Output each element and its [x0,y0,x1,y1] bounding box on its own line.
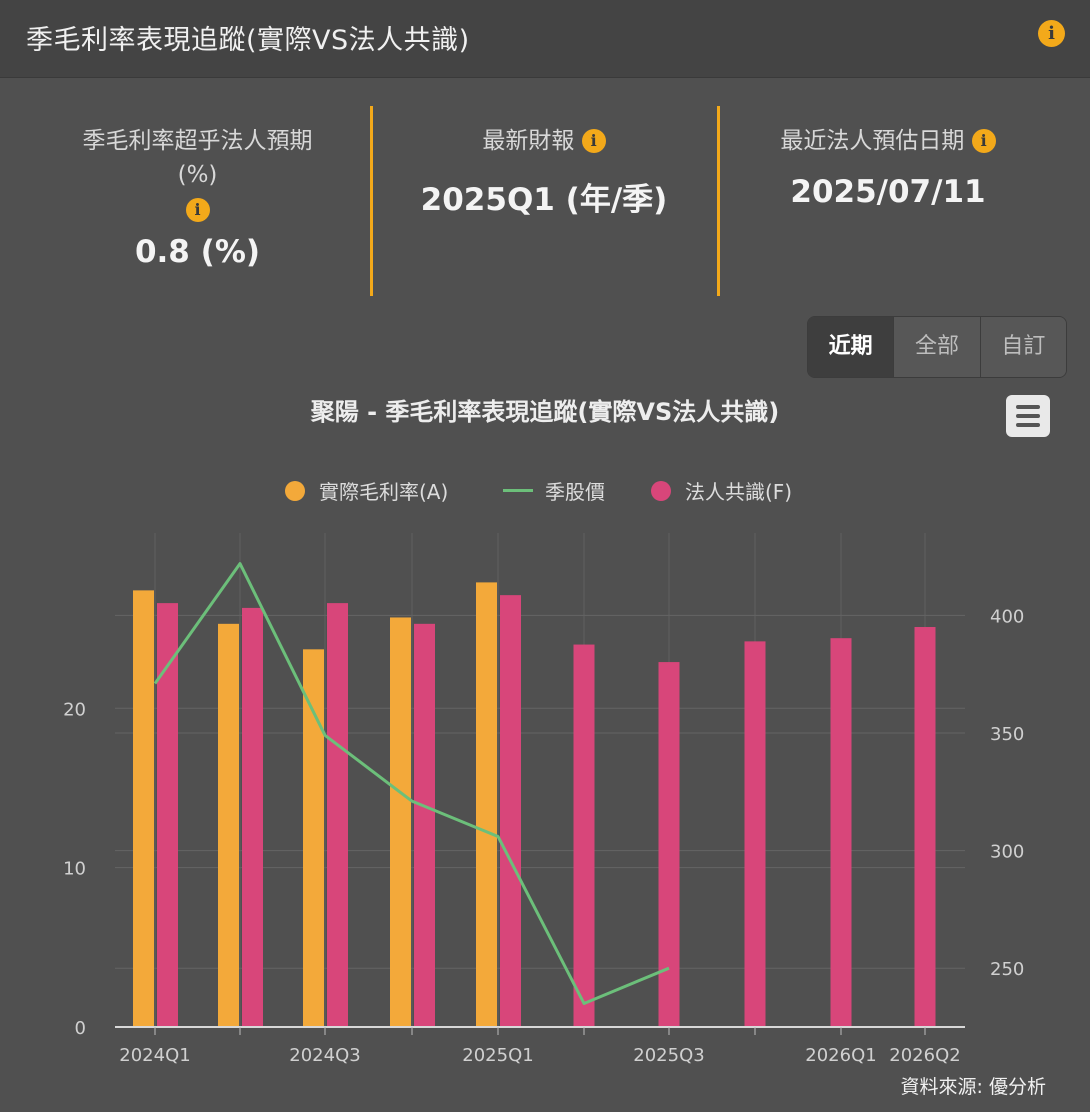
stat-value: 0.8 (%) [134,234,261,270]
bar-consensus [573,644,595,1027]
x-tick-label: 2026Q2 [889,1045,960,1066]
legend-line-icon [503,489,533,492]
legend-label: 實際毛利率(A) [319,480,449,504]
bar-consensus [744,641,766,1027]
info-icon[interactable]: i [185,198,210,222]
stat-unit: (%) [177,162,218,188]
legend-label: 法人共識(F) [685,480,793,504]
y-left-tick-label: 20 [63,699,86,720]
bar-actual [476,582,497,1027]
chart-menu-button[interactable] [1006,395,1050,437]
stat-latest-estimate-date: 最近法人預估日期 i 2025/07/11 [735,124,1041,210]
legend-item-actual[interactable]: 實際毛利率(A) [285,476,448,505]
y-right-tick-label: 300 [990,842,1024,863]
bar-consensus [327,603,348,1027]
stat-divider [717,106,720,296]
info-icon[interactable]: i [581,129,606,153]
range-custom-button[interactable]: 自訂 [980,317,1066,377]
y-right-tick-label: 400 [990,606,1024,627]
header-bar: 季毛利率表現追蹤(實際VS法人共識) i [0,0,1090,78]
stat-label: 季毛利率超乎法人預期 [82,128,313,154]
range-selector: 近期 全部 自訂 [807,316,1067,378]
stat-value: 2025Q1 (年/季) [420,182,668,218]
stat-label: 最近法人預估日期 [780,128,965,154]
stat-latest-report: 最新財報 i 2025Q1 (年/季) [385,124,703,219]
legend-dot-icon [651,480,671,501]
range-all-button[interactable]: 全部 [894,317,981,377]
info-icon[interactable]: i [971,129,996,153]
bar-actual [390,617,411,1027]
range-recent-button[interactable]: 近期 [808,317,895,377]
bar-consensus [414,623,435,1027]
x-tick-label: 2025Q3 [633,1045,704,1066]
bar-actual [218,623,239,1027]
y-right-tick-label: 250 [990,959,1024,980]
y-right-tick-label: 350 [990,724,1024,745]
legend-dot-icon [285,480,305,501]
stat-value: 2025/07/11 [790,174,986,210]
bar-consensus [830,638,852,1027]
x-tick-label: 2025Q1 [462,1045,533,1066]
x-tick-label: 2026Q1 [805,1045,876,1066]
bar-consensus [500,595,521,1027]
price-line [153,562,670,1005]
bar-consensus [914,627,936,1027]
bar-consensus [658,662,680,1027]
stat-gross-margin-surprise: 季毛利率超乎法人預期 (%) i 0.8 (%) [50,124,345,270]
stat-label: 最新財報 [482,128,575,154]
page-title: 季毛利率表現追蹤(實際VS法人共識) [26,25,470,56]
legend-label: 季股價 [545,480,605,504]
data-source: 資料來源: 優分析 [900,1076,1046,1098]
bar-consensus [242,607,263,1027]
legend-item-price[interactable]: 季股價 [503,476,605,505]
info-icon[interactable]: i [1038,20,1065,47]
x-tick-label: 2024Q1 [119,1045,190,1066]
bar-actual [303,649,324,1027]
legend-item-consensus[interactable]: 法人共識(F) [651,476,792,505]
bar-consensus [157,603,178,1027]
chart-title: 聚陽 - 季毛利率表現追蹤(實際VS法人共識) [310,398,780,426]
y-left-tick-label: 10 [63,859,86,880]
x-tick-label: 2024Q3 [289,1045,360,1066]
y-left-tick-label: 0 [75,1018,86,1039]
bar-actual [133,590,154,1027]
stat-divider [370,106,373,296]
